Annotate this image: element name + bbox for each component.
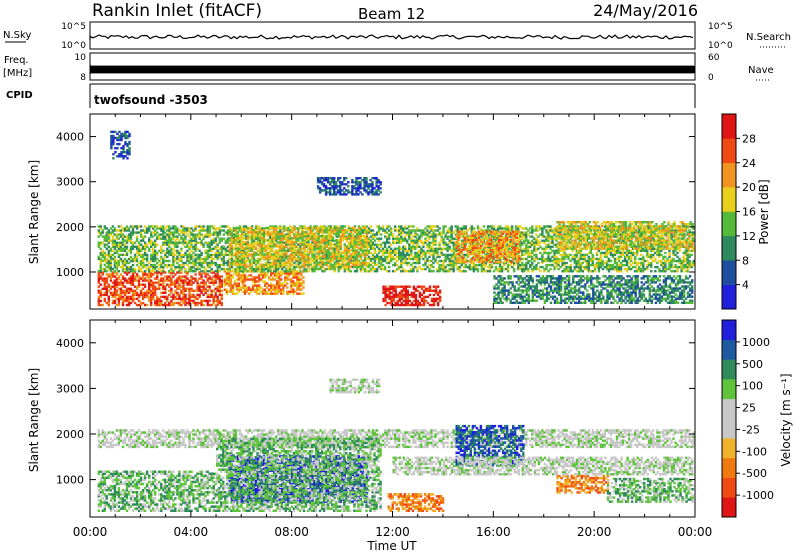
freq-trace bbox=[90, 66, 695, 73]
nsearch-tick-low: 10^0 bbox=[708, 41, 733, 51]
velocity-panel-colorbar-tick: 500 bbox=[742, 358, 763, 371]
velocity-panel-echo-region bbox=[216, 437, 382, 512]
time-tick-label: 12:00 bbox=[375, 525, 410, 539]
velocity-ylabel: Slant Range [km] bbox=[27, 368, 41, 472]
velocity-panel-ytick: 1000 bbox=[56, 474, 84, 487]
velocity-panel: 1000 2000 3000 4000 Slant Range [km] 1000 50… bbox=[27, 319, 793, 518]
nsky-trace bbox=[89, 34, 694, 40]
power-colorbar-label: Power [dB] bbox=[757, 179, 771, 244]
power-ylabel: Slant Range [km] bbox=[27, 160, 41, 264]
velocity-panel-colorbar-tick: -1000 bbox=[742, 489, 774, 502]
velocity-panel-colorbar-tick: 1000 bbox=[742, 336, 770, 349]
power-panel-colorbar-tick: 4 bbox=[742, 279, 749, 292]
power-panel-ytick: 3000 bbox=[56, 176, 84, 189]
power-panel-colorbar-tick: 24 bbox=[742, 157, 756, 170]
velocity-panel-echo-region bbox=[387, 493, 445, 512]
velocity-colorbar-label: Velocity [m s⁻¹] bbox=[779, 373, 793, 466]
nave-trace bbox=[90, 65, 694, 74]
velocity-panel-colorbar-tick: -500 bbox=[742, 467, 767, 480]
velocity-panel-echo-region bbox=[97, 429, 695, 449]
power-panel-ytick: 1000 bbox=[56, 266, 84, 279]
velocity-panel-echo-region bbox=[392, 456, 694, 476]
power-panel-echo-region bbox=[228, 226, 369, 268]
power-panel-echo-region bbox=[223, 270, 305, 295]
power-panel-colorbar-tick: 20 bbox=[742, 181, 756, 194]
cpid-label: CPID bbox=[6, 90, 33, 101]
time-tick-label: 04:00 bbox=[174, 525, 209, 539]
cpid-panel: CPID twofsound -3503 bbox=[6, 83, 696, 108]
velocity-panel-colorbar-tick: 100 bbox=[742, 380, 763, 393]
power-panel-echo-region bbox=[382, 285, 442, 307]
nave-tick-low: 0 bbox=[708, 73, 714, 83]
nsearch-label: N.Search bbox=[746, 32, 791, 43]
cpid-value: twofsound -3503 bbox=[94, 93, 208, 107]
velocity-panel-ytick: 2000 bbox=[56, 428, 84, 441]
velocity-panel-ytick: 3000 bbox=[56, 382, 84, 395]
time-axis-label: Time UT bbox=[366, 539, 417, 553]
nsky-tick-low: 10^0 bbox=[61, 41, 86, 51]
power-panel-echo-region bbox=[556, 221, 694, 250]
station-title: Rankin Inlet (fitACF) bbox=[92, 1, 262, 21]
time-tick-label: 08:00 bbox=[274, 525, 309, 539]
nave-label: Nave bbox=[748, 65, 774, 76]
time-tick-label: 00:00 bbox=[678, 525, 713, 539]
time-tick-label: 20:00 bbox=[577, 525, 612, 539]
freq-unit-label: [MHz] bbox=[3, 68, 32, 79]
velocity-panel-echo-region bbox=[606, 477, 694, 503]
nsky-tick-high: 10^5 bbox=[61, 22, 86, 32]
nsky-label: N.Sky bbox=[3, 30, 31, 41]
velocity-panel-echo-region bbox=[329, 378, 381, 394]
power-panel-echo-region bbox=[493, 275, 694, 304]
power-panel-ytick: 4000 bbox=[56, 131, 84, 144]
velocity-panel-colorbar-tick: 25 bbox=[742, 402, 756, 415]
power-panel-echo-region bbox=[110, 130, 131, 160]
time-tick-label: 00:00 bbox=[73, 525, 108, 539]
time-axis: 00:00 04:00 08:00 12:00 16:00 20:00 00:00 bbox=[73, 525, 713, 539]
nsky-panel: N.Sky 10^5 10^0 10^5 10^0 N.Search bbox=[3, 21, 791, 51]
power-panel-colorbar-tick: 28 bbox=[742, 132, 756, 145]
power-panel-echo-region bbox=[455, 230, 521, 264]
freq-tick-high: 10 bbox=[75, 53, 87, 63]
time-tick-label: 16:00 bbox=[476, 525, 511, 539]
velocity-panel-colorbar-tick: -100 bbox=[742, 445, 767, 458]
power-panel: 1000 2000 3000 4000 Slant Range [km] 4 8 12 16… bbox=[27, 113, 771, 310]
beam-label: Beam 12 bbox=[358, 5, 425, 23]
velocity-panel-ytick: 4000 bbox=[56, 337, 84, 350]
freq-panel: Freq. [MHz] 10 8 60 0 Nave bbox=[3, 52, 774, 83]
power-panel-echo-region bbox=[97, 271, 223, 307]
freq-tick-low: 8 bbox=[80, 73, 86, 83]
velocity-panel-echo-region bbox=[556, 474, 610, 494]
power-panel-echo-region bbox=[316, 177, 382, 196]
power-panel-ytick: 2000 bbox=[56, 221, 84, 234]
power-panel-colorbar-tick: 16 bbox=[742, 206, 756, 219]
power-panel-colorbar-tick: 8 bbox=[742, 254, 749, 267]
velocity-panel-echo-region bbox=[97, 470, 217, 512]
date-label: 24/May/2016 bbox=[593, 1, 698, 20]
power-panel-colorbar-tick: 12 bbox=[742, 230, 756, 243]
nsearch-tick-high: 10^5 bbox=[708, 22, 733, 32]
nave-tick-high: 60 bbox=[708, 53, 720, 63]
velocity-panel-colorbar-tick: -25 bbox=[742, 423, 760, 436]
freq-label: Freq. bbox=[4, 55, 29, 66]
